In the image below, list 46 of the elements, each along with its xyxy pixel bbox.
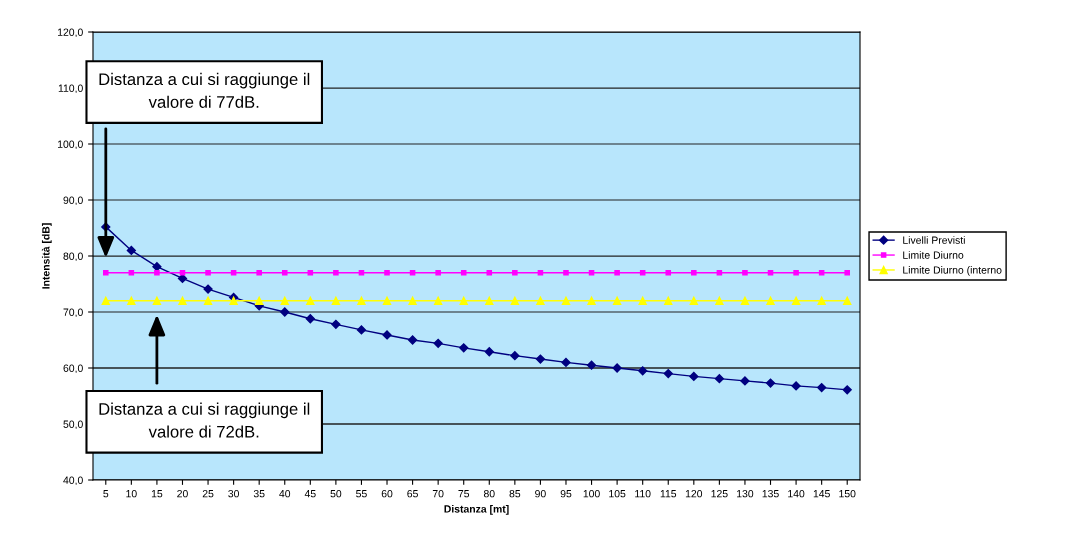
legend-label: Limite Diurno (interno	[903, 266, 1002, 276]
y-tick-label: 110,0	[58, 84, 83, 94]
x-tick-label: 135	[762, 490, 779, 498]
legend-label: Limite Diurno	[903, 251, 964, 259]
x-tick-label: 95	[560, 490, 572, 498]
x-axis-title: Distanza [mt]	[444, 504, 509, 515]
x-tick-label: 30	[228, 490, 239, 498]
x-tick-label: 70	[432, 490, 444, 498]
x-tick-label: 140	[788, 490, 805, 498]
x-tick-label: 130	[737, 490, 754, 498]
x-tick-label: 55	[356, 490, 367, 498]
x-tick-label: 35	[253, 490, 265, 498]
x-tick-label: 125	[711, 490, 728, 498]
x-tick-label: 120	[685, 490, 703, 498]
x-tick-label: 45	[304, 490, 316, 498]
x-tick-label: 20	[177, 490, 188, 498]
y-axis-title: Intensità [dB]	[41, 223, 52, 289]
y-tick-label: 40,0	[63, 476, 83, 486]
x-tick-label: 40	[279, 490, 291, 498]
x-tick-label: 105	[609, 490, 626, 498]
annotation: Distanza a cui si raggiunge il valore di 77dB.	[99, 72, 310, 108]
y-tick-label: 50,0	[63, 420, 83, 430]
x-tick-label: 50	[330, 490, 342, 498]
x-tick-label: 85	[509, 490, 521, 498]
x-tick-label: 15	[151, 490, 163, 498]
x-tick-label: 5	[103, 490, 109, 498]
x-tick-label: 25	[202, 490, 214, 498]
x-tick-label: 60	[381, 490, 393, 498]
x-tick-label: 115	[660, 490, 677, 498]
x-tick-label: 150	[839, 490, 856, 498]
y-tick-label: 70,0	[63, 308, 83, 318]
y-tick-label: 120,0	[58, 28, 83, 38]
y-tick-label: 90,0	[63, 196, 83, 206]
x-tick-label: 90	[535, 490, 546, 498]
x-tick-label: 80	[483, 490, 495, 498]
y-tick-label: 100,0	[58, 140, 83, 150]
annotation: Distanza a cui si raggiunge il valore di 72dB.	[99, 402, 310, 438]
legend-label: Livelli Previsti	[903, 236, 965, 244]
y-tick-label: 60,0	[63, 364, 83, 374]
x-tick-label: 145	[813, 490, 830, 498]
x-tick-label: 10	[126, 490, 137, 498]
x-tick-label: 65	[407, 490, 418, 498]
x-tick-label: 100	[583, 490, 600, 498]
y-tick-label: 80,0	[63, 252, 83, 262]
x-tick-label: 75	[458, 490, 470, 498]
x-tick-label: 110	[635, 490, 651, 498]
